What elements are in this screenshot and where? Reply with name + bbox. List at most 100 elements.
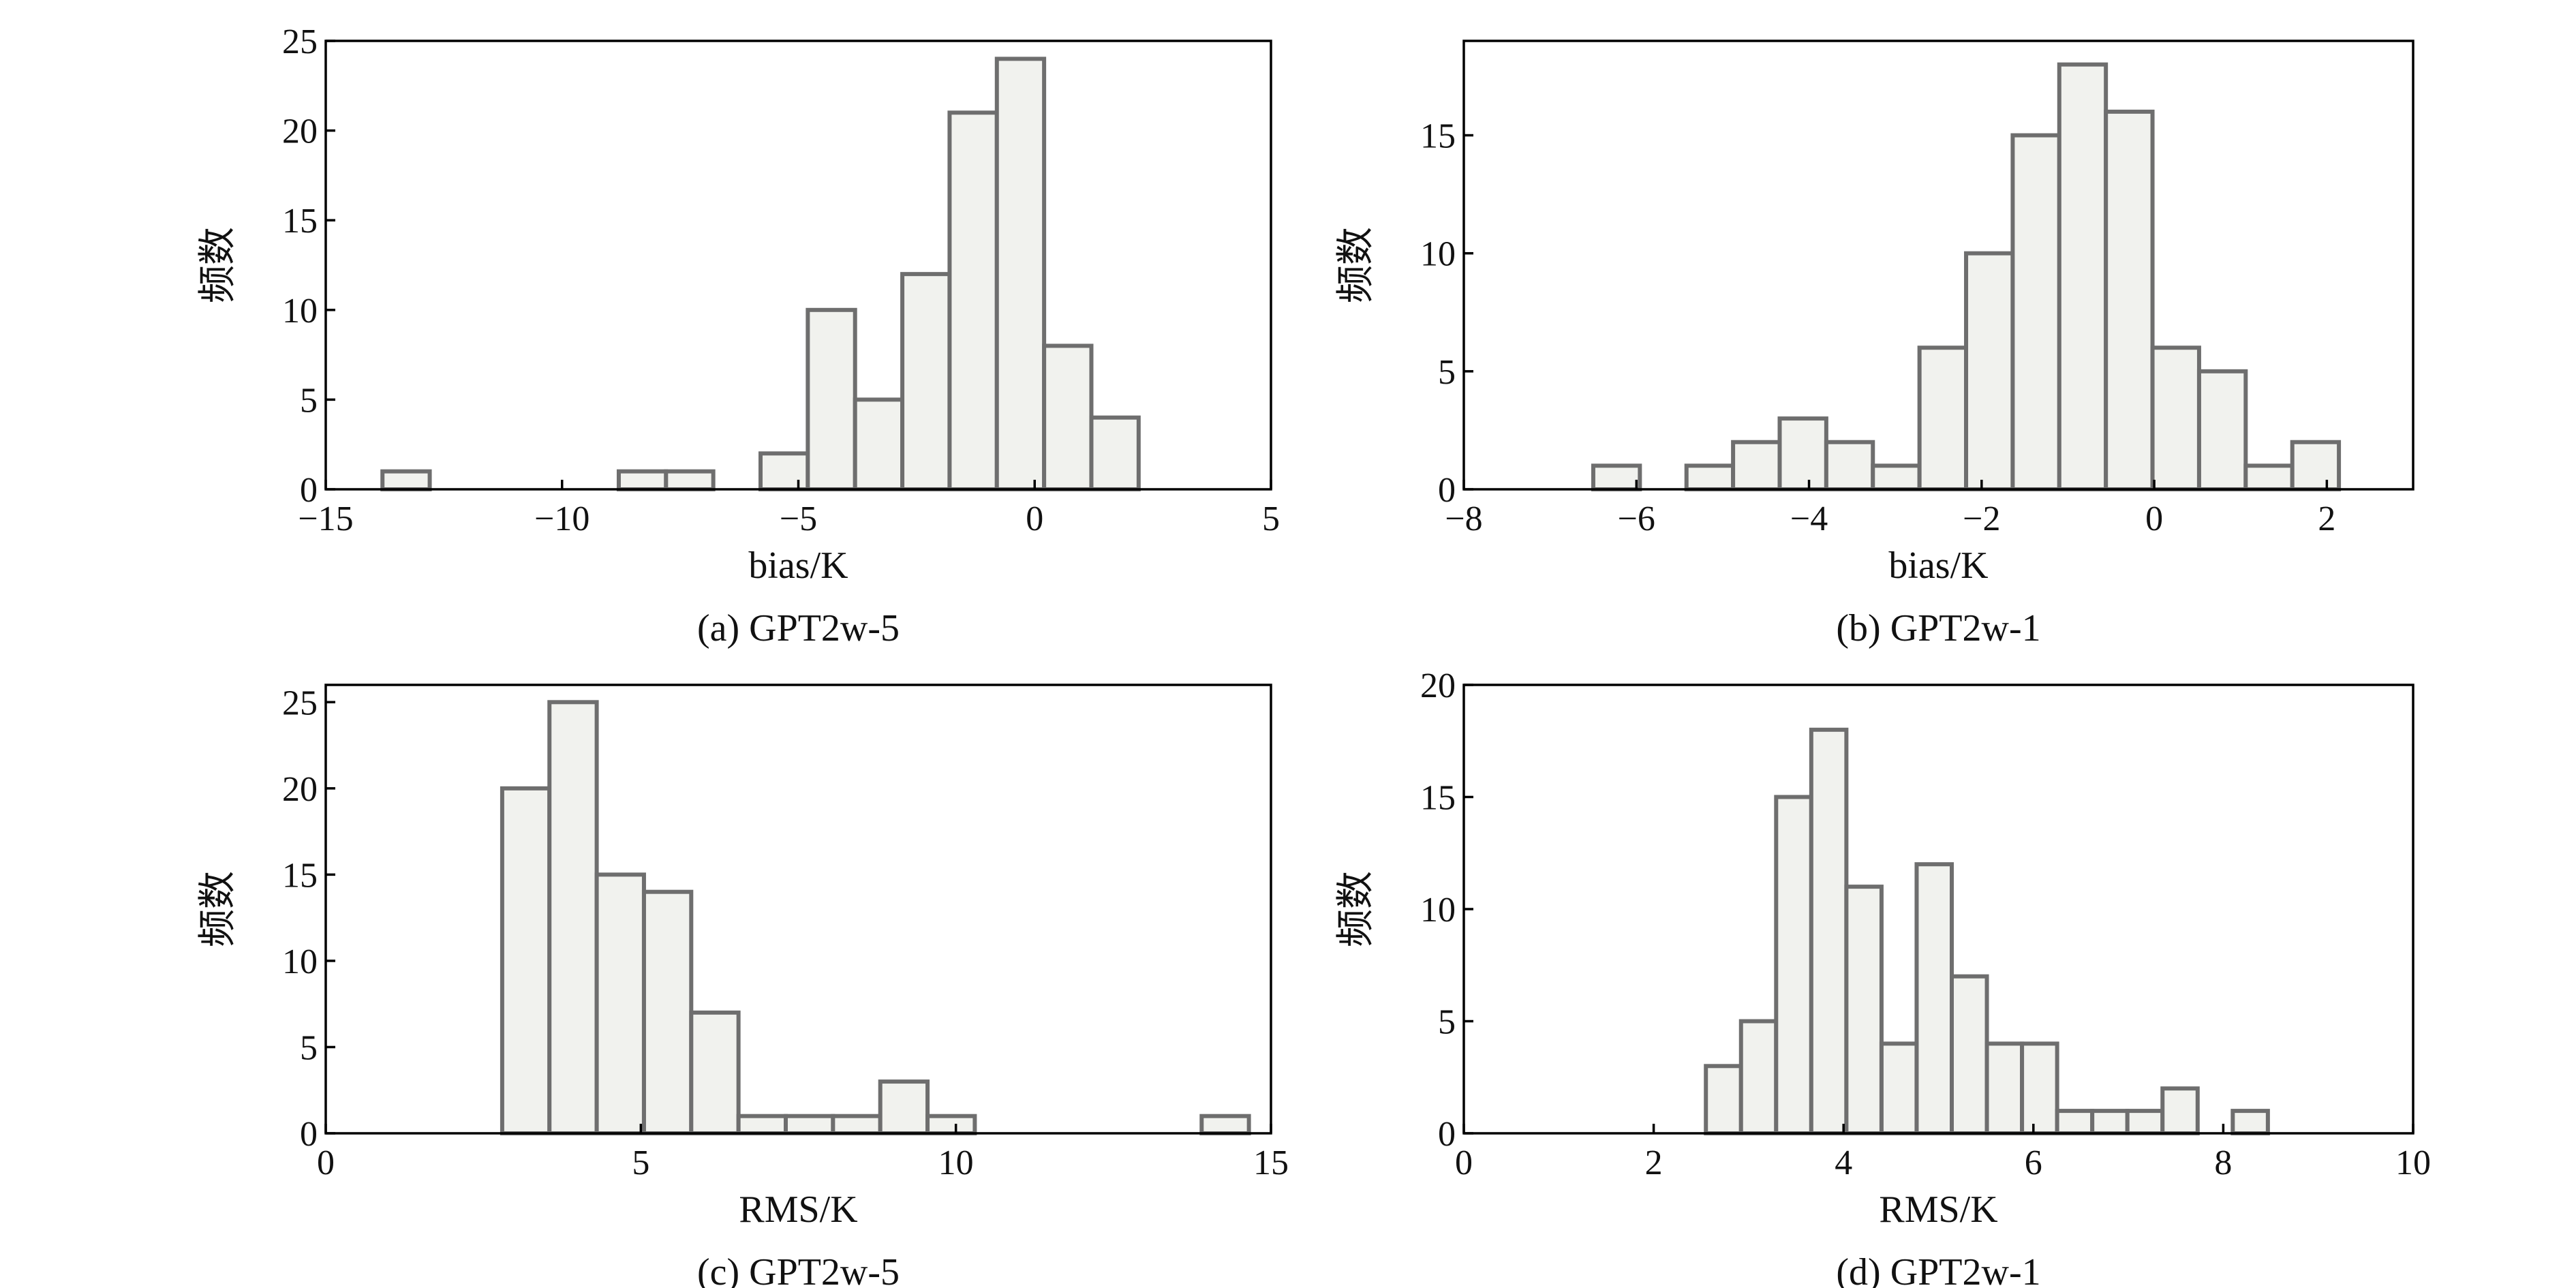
histogram-bar xyxy=(900,272,952,491)
histogram-bar xyxy=(1738,1019,1779,1135)
histogram-bar xyxy=(784,1114,835,1135)
panel-d-rms-gpt2w-1: 0 2 4 6 8 10 0 5 10 15 20 RMS/K 频数 (d) GPT2w-1 xyxy=(1334,666,2431,1288)
x-tick-label: −5 xyxy=(780,500,817,538)
histogram-bar xyxy=(1042,343,1094,491)
x-tick-label: −6 xyxy=(1618,500,1655,538)
y-tick-label: 0 xyxy=(300,1115,318,1154)
x-tick-label: 8 xyxy=(2214,1144,2232,1182)
histogram-bar xyxy=(1871,463,1922,491)
y-tick-label: 5 xyxy=(300,1028,318,1067)
histogram-bar xyxy=(878,1079,930,1135)
x-tick-label: 2 xyxy=(1645,1144,1663,1182)
histogram-bar xyxy=(1917,346,1969,492)
panel-caption: (b) GPT2w-1 xyxy=(1836,607,2040,649)
histogram-bar xyxy=(2104,109,2155,492)
histogram-bar xyxy=(547,700,599,1136)
panel-caption: (d) GPT2w-1 xyxy=(1836,1251,2040,1288)
x-tick-label: 0 xyxy=(1455,1144,1473,1182)
x-tick-label: 4 xyxy=(1835,1144,1852,1182)
histogram-bar xyxy=(2196,369,2248,491)
x-tick-label: −8 xyxy=(1445,500,1482,538)
histogram-bar xyxy=(689,1010,741,1136)
histogram-bar xyxy=(1844,885,1884,1135)
y-tick-label: 15 xyxy=(282,202,318,241)
histogram-bar xyxy=(1879,1041,1919,1136)
histogram-bar xyxy=(806,307,857,491)
histogram-bar xyxy=(831,1114,883,1135)
plot-frame xyxy=(324,684,1272,1135)
histogram-bar xyxy=(925,1114,977,1135)
x-tick-label: 2 xyxy=(2318,500,2335,538)
panel-caption: (a) GPT2w-5 xyxy=(697,607,900,649)
y-tick-label: 5 xyxy=(1438,353,1456,392)
histogram-bar xyxy=(1774,795,1813,1135)
histogram-bar xyxy=(736,1114,788,1135)
x-tick-label: 0 xyxy=(317,1144,335,1182)
histogram-bar xyxy=(1777,416,1828,492)
histogram-bar xyxy=(2010,133,2061,492)
histogram-bar xyxy=(2090,1109,2130,1135)
x-tick-label: −10 xyxy=(534,500,589,538)
x-axis-label: RMS/K xyxy=(1879,1189,1997,1231)
histogram-bar xyxy=(2290,440,2342,491)
y-tick-label: 5 xyxy=(1438,1003,1456,1042)
y-tick-label: 25 xyxy=(282,684,318,722)
y-tick-label: 20 xyxy=(282,770,318,809)
x-tick-label: 0 xyxy=(1026,500,1043,538)
y-axis-label: 频数 xyxy=(196,227,240,303)
x-tick-label: 15 xyxy=(1253,1144,1289,1182)
y-tick-label: 15 xyxy=(1420,117,1456,156)
histogram-bar xyxy=(2243,463,2295,491)
x-tick-label: −2 xyxy=(1963,500,2000,538)
histogram-bar xyxy=(1809,727,1849,1136)
panel-c-rms-gpt2w-5: 0 5 10 15 0 5 10 15 20 25 RMS/K 频数 (c) GPT2w-5 xyxy=(196,684,1289,1288)
y-tick-label: 10 xyxy=(1420,235,1456,274)
histogram-bar xyxy=(2057,62,2109,491)
histogram-bar xyxy=(1914,862,1954,1135)
x-tick-label: 5 xyxy=(632,1144,649,1182)
x-tick-label: 10 xyxy=(2395,1144,2431,1182)
histogram-bar xyxy=(641,889,694,1135)
histogram-bar xyxy=(616,469,669,491)
y-tick-label: 25 xyxy=(282,22,318,61)
histogram-bar xyxy=(1684,463,1736,491)
x-tick-label: 10 xyxy=(938,1144,974,1182)
histogram-bar xyxy=(664,469,716,491)
y-tick-label: 10 xyxy=(282,292,318,331)
x-tick-label: −15 xyxy=(298,500,353,538)
y-tick-label: 0 xyxy=(1438,471,1456,510)
histogram-bar xyxy=(994,57,1047,491)
y-tick-label: 20 xyxy=(1420,666,1456,705)
plot-frame xyxy=(1462,40,2414,491)
histogram-bar xyxy=(1950,974,1989,1135)
y-axis-label: 频数 xyxy=(1334,871,1378,947)
histogram-bar xyxy=(2055,1109,2095,1135)
panel-b-bias-gpt2w-1: −8 −6 −4 −2 0 2 0 5 10 15 bias/K 频数 (b) GPT2w-1 xyxy=(1334,40,2414,649)
x-axis-label: RMS/K xyxy=(739,1189,857,1231)
x-tick-label: 5 xyxy=(1262,500,1280,538)
histogram-bar xyxy=(1824,440,1875,491)
panel-caption: (c) GPT2w-5 xyxy=(697,1251,900,1288)
y-axis-label: 频数 xyxy=(196,871,240,947)
y-tick-label: 5 xyxy=(300,381,318,420)
histogram-bar xyxy=(2150,346,2201,492)
histogram-bar xyxy=(500,786,552,1136)
panel-a-bias-gpt2w-5: −15 −10 −5 0 5 0 5 10 15 20 25 bias/K 频数 (a) GPT2w-5 xyxy=(196,22,1280,649)
histogram-bar xyxy=(1984,1041,2025,1136)
x-tick-label: −4 xyxy=(1790,500,1828,538)
histogram-bar xyxy=(853,397,905,492)
histogram-bar xyxy=(1199,1114,1251,1135)
histogram-bar xyxy=(1089,415,1141,491)
y-tick-label: 10 xyxy=(282,942,318,981)
histogram-bar xyxy=(1704,1064,1743,1136)
y-axis-label: 频数 xyxy=(1334,227,1378,303)
x-tick-label: 0 xyxy=(2145,500,2163,538)
histogram-bar xyxy=(1731,440,1782,491)
histogram-bar xyxy=(947,110,999,491)
histogram-bar xyxy=(2230,1109,2270,1135)
x-axis-label: bias/K xyxy=(1888,545,1988,587)
histogram-bar xyxy=(1591,463,1642,491)
histogram-bar xyxy=(758,451,810,491)
x-tick-label: 6 xyxy=(2025,1144,2042,1182)
